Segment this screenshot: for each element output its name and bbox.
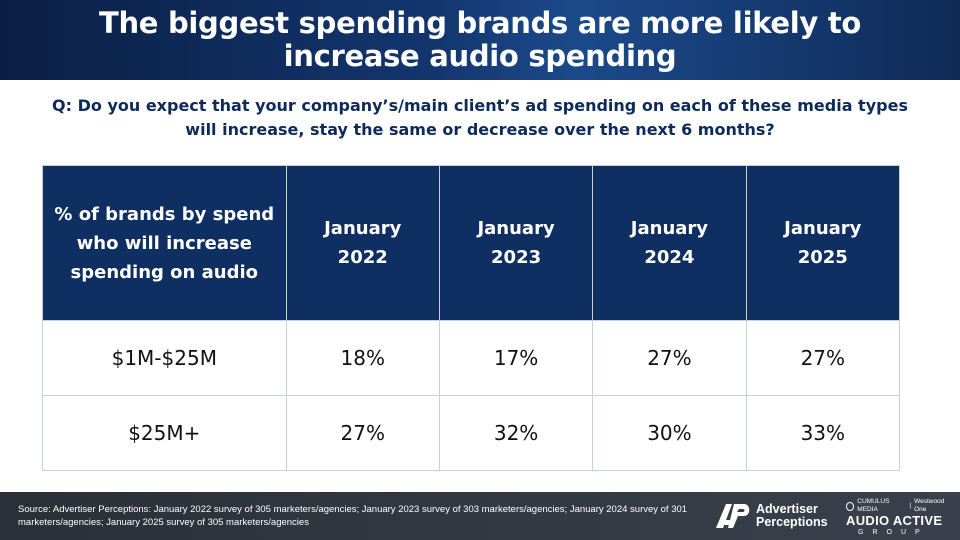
aag-divider: | [909, 502, 912, 509]
header-brand-spend: % of brands by spend who will increase s… [42, 165, 287, 321]
data-table: % of brands by spend who will increase s… [42, 165, 901, 471]
table-cell: 33% [745, 395, 901, 471]
header-year: January 2025 [745, 165, 901, 321]
title-bar: The biggest spending brands are more lik… [0, 0, 960, 80]
table-header-row: % of brands by spend who will increase s… [42, 165, 901, 321]
table-cell: 17% [438, 320, 594, 396]
aag-top-right: Westwood One [914, 498, 945, 513]
footer-bar: Source: Advertiser Perceptions: January … [0, 492, 960, 540]
header-year: January 2022 [285, 165, 440, 321]
table-cell: 32% [438, 395, 594, 471]
table-cell: 18% [285, 320, 440, 396]
header-year: January 2023 [438, 165, 594, 321]
cumulus-icon [846, 501, 855, 511]
table-row: $1M-$25M 18% 17% 27% 27% [42, 320, 901, 396]
table-cell: 30% [592, 395, 747, 471]
advertiser-perceptions-logo: Advertiser Perceptions [714, 500, 838, 532]
aag-sub: GROUP [858, 529, 929, 536]
header-year: January 2024 [592, 165, 747, 321]
survey-question: Q: Do you expect that your company’s/mai… [52, 96, 908, 139]
aag-main: AUDIO ACTIVE [846, 513, 943, 528]
audio-active-group-logo: CUMULUS MEDIA | Westwood One AUDIO ACTIV… [846, 498, 954, 536]
table-row: $25M+ 27% 32% 30% 33% [42, 395, 901, 471]
row-label: $25M+ [42, 395, 287, 471]
row-label: $1M-$25M [42, 320, 287, 396]
source-note: Source: Advertiser Perceptions: January … [18, 504, 688, 528]
ap-logo-line1: Advertiser [756, 502, 818, 516]
ap-logo-icon [716, 504, 750, 528]
table-cell: 27% [285, 395, 440, 471]
table-cell: 27% [592, 320, 747, 396]
ap-logo-line2: Perceptions [756, 515, 828, 529]
table-cell: 27% [745, 320, 901, 396]
slide-title: The biggest spending brands are more lik… [98, 6, 862, 73]
aag-top-left: CUMULUS MEDIA [857, 498, 890, 513]
